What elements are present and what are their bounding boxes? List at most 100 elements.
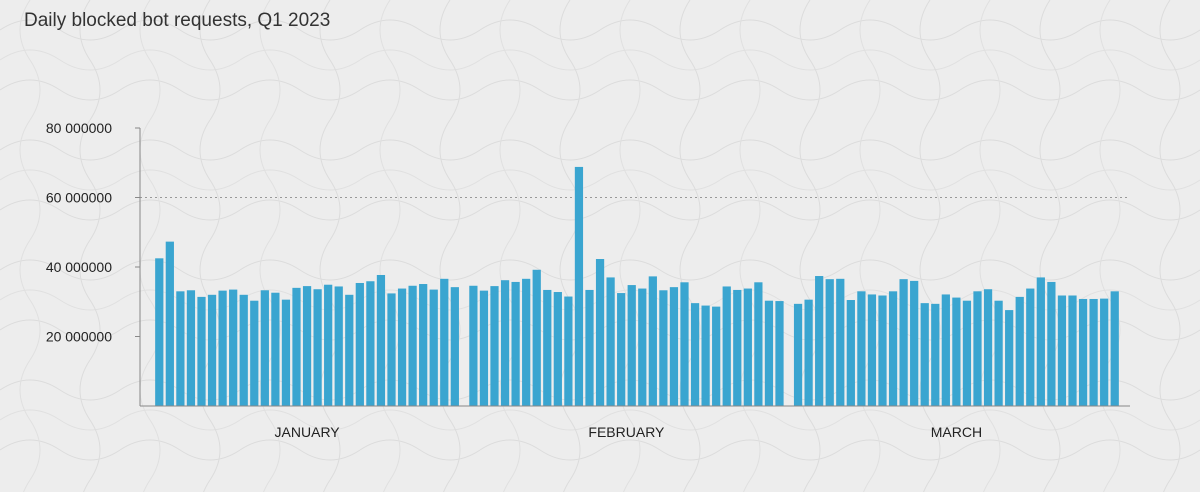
- bar-march-14: [931, 303, 940, 406]
- bar-january-1: [155, 258, 164, 406]
- bar-february-10: [564, 296, 573, 406]
- bar-march-5: [836, 278, 845, 406]
- y-tick-label: 80 000000: [46, 120, 112, 136]
- bar-february-27: [743, 288, 752, 406]
- bar-february-25: [722, 286, 731, 406]
- bar-january-27: [429, 289, 438, 406]
- bar-march-21: [1005, 310, 1014, 406]
- bar-january-12: [271, 292, 280, 406]
- x-month-label: JANUARY: [275, 424, 341, 440]
- bar-march-19: [983, 289, 993, 406]
- bar-march-18: [973, 291, 982, 406]
- bar-february-28: [754, 282, 763, 406]
- y-tick-label: 60 000000: [46, 190, 112, 206]
- bar-january-3: [176, 291, 185, 406]
- bar-january-5: [197, 296, 206, 406]
- bar-january-2: [165, 241, 174, 406]
- bar-january-22: [376, 274, 386, 406]
- bar-february-19: [659, 290, 668, 406]
- bar-january-24: [397, 288, 407, 406]
- bar-march-6: [846, 300, 855, 406]
- bar-february-7: [532, 269, 541, 406]
- bar-february-3: [490, 286, 499, 406]
- bar-february-15: [617, 293, 626, 406]
- bar-january-21: [366, 281, 375, 406]
- bar-february-23: [701, 305, 710, 406]
- bar-march-30: [1100, 298, 1109, 406]
- bar-march-11: [899, 279, 908, 406]
- x-month-label: FEBRUARY: [588, 424, 665, 440]
- bar-march-22: [1015, 296, 1024, 406]
- bar-january-14: [292, 287, 301, 406]
- bar-february-13: [595, 259, 605, 406]
- bar-january-15: [302, 286, 312, 406]
- bar-january-19: [345, 294, 354, 406]
- chart-title: Daily blocked bot requests, Q1 2023: [24, 10, 331, 31]
- bars-layer: [155, 166, 1119, 406]
- bar-february-18: [648, 276, 657, 406]
- bar-february-16: [627, 285, 636, 406]
- bar-march-9: [878, 295, 887, 406]
- bar-march-20: [994, 300, 1003, 406]
- bar-january-7: [218, 290, 227, 406]
- bar-february-17: [638, 288, 647, 406]
- bar-march-26: [1057, 295, 1067, 406]
- bar-february-26: [733, 289, 742, 406]
- bar-february-22: [690, 303, 700, 406]
- bar-february-2: [479, 290, 489, 406]
- bar-january-23: [387, 293, 396, 406]
- labels-layer: 20 000000 40 000000 60 000000 80 000000 JANU…: [46, 120, 982, 440]
- bar-march-7: [857, 291, 866, 406]
- bar-march-16: [952, 297, 961, 406]
- bar-january-25: [408, 285, 417, 406]
- bar-march-29: [1089, 298, 1098, 406]
- bar-march-25: [1047, 281, 1056, 406]
- bar-january-29: [450, 287, 459, 406]
- bar-march-31: [1110, 291, 1119, 406]
- bar-february-24: [712, 306, 721, 406]
- x-month-label: MARCH: [931, 424, 982, 440]
- bar-january-18: [334, 286, 343, 406]
- bar-march-24: [1036, 277, 1045, 406]
- y-tick-label: 20 000000: [46, 329, 112, 345]
- bar-january-4: [186, 290, 196, 406]
- bar-march-27: [1068, 295, 1077, 406]
- bar-january-9: [239, 294, 248, 406]
- bar-march-17: [962, 300, 972, 406]
- bar-february-11: [574, 166, 584, 406]
- bar-february-9: [553, 292, 562, 406]
- bar-january-6: [207, 294, 217, 406]
- bar-february-21: [680, 282, 689, 406]
- bar-march-28: [1078, 298, 1088, 406]
- bar-january-13: [281, 299, 291, 406]
- bar-march-13: [920, 303, 929, 406]
- bar-march-23: [1026, 288, 1035, 406]
- y-tick-label: 40 000000: [46, 259, 112, 275]
- axis-layer: [135, 127, 1130, 407]
- bar-march-12: [910, 280, 919, 406]
- bar-march-15: [941, 294, 950, 406]
- bar-march-3: [815, 276, 824, 406]
- bar-january-17: [324, 284, 333, 406]
- bar-january-8: [229, 289, 238, 406]
- bar-february-12: [585, 289, 594, 406]
- bar-february-20: [669, 287, 679, 406]
- bar-january-20: [355, 282, 364, 406]
- bar-february-30: [775, 301, 784, 406]
- bar-february-29: [764, 300, 774, 406]
- bar-february-1: [469, 285, 478, 406]
- bar-march-2: [804, 299, 813, 406]
- bar-january-28: [440, 278, 449, 406]
- bar-january-16: [313, 289, 322, 406]
- bar-march-8: [867, 294, 877, 406]
- bar-january-26: [419, 284, 428, 406]
- bar-march-10: [888, 291, 898, 406]
- bar-january-10: [250, 300, 259, 406]
- bar-march-1: [793, 303, 803, 406]
- bar-february-5: [511, 281, 520, 406]
- bar-january-11: [260, 290, 269, 406]
- bar-february-14: [606, 277, 615, 406]
- bar-february-8: [543, 289, 552, 406]
